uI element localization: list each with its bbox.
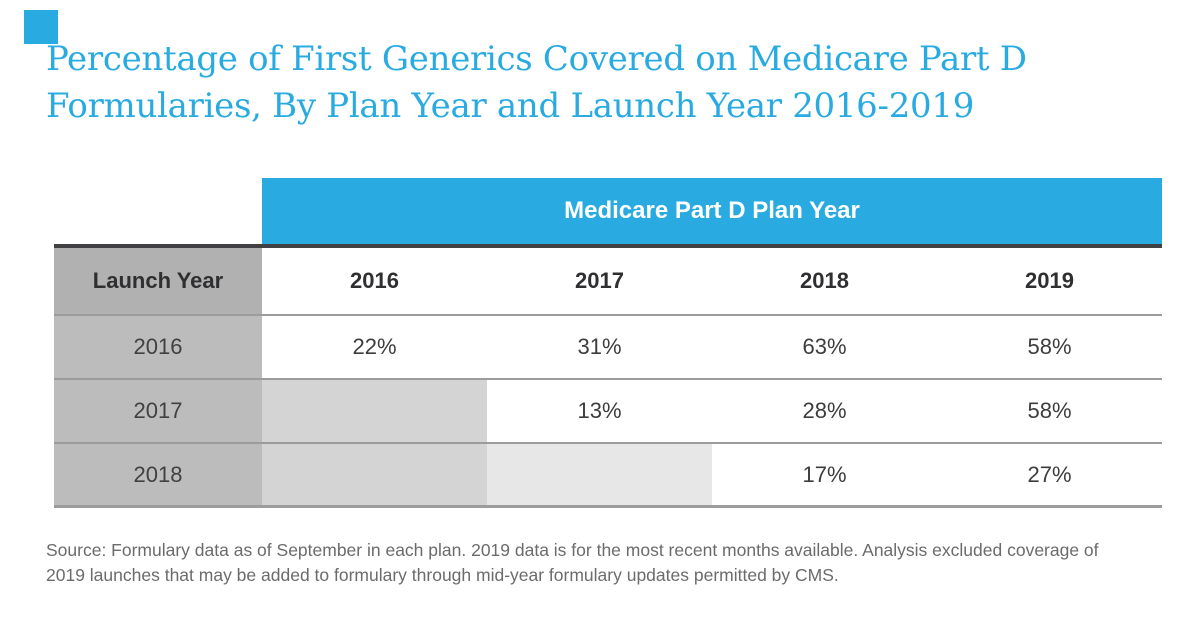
col-header-2017: 2017 [487,248,712,314]
page-title-line-2: Formularies, By Plan Year and Launch Yea… [46,86,975,126]
value-cell-2016-2019: 58% [937,316,1162,378]
plan-year-banner: Medicare Part D Plan Year [262,178,1162,244]
source-note: Source: Formulary data as of September i… [46,538,1099,588]
blocked-cell-2018-2017 [487,444,712,505]
value-cell-2017-2019: 58% [937,380,1162,442]
blocked-cell-2018-2016 [262,444,487,505]
corner-header-launch-year: Launch Year [54,248,262,314]
blocked-cell-2017-2016 [262,380,487,442]
source-note-line-2: 2019 launches that may be added to formu… [46,565,839,585]
table-row-launch-2016: 2016 22% 31% 63% 58% [54,316,1162,380]
value-cell-2016-2017: 31% [487,316,712,378]
table-row-launch-2017: 2017 13% 28% 58% [54,380,1162,444]
value-cell-2018-2018: 17% [712,444,937,505]
table-row-launch-2018: 2018 17% 27% [54,444,1162,508]
page-title: Percentage of First Generics Covered on … [46,36,1027,130]
row-label-2018: 2018 [54,444,262,505]
value-cell-2016-2016: 22% [262,316,487,378]
value-cell-2017-2018: 28% [712,380,937,442]
formulary-coverage-table: Medicare Part D Plan Year Launch Year 20… [54,178,1162,508]
value-cell-2017-2017: 13% [487,380,712,442]
table-header-row: Launch Year 2016 2017 2018 2019 [54,248,1162,316]
source-note-line-1: Source: Formulary data as of September i… [46,540,1099,560]
page-title-line-1: Percentage of First Generics Covered on … [46,39,1027,79]
table-top-rule [54,244,1162,248]
value-cell-2016-2018: 63% [712,316,937,378]
brand-mark-square [24,10,58,44]
row-label-2017: 2017 [54,380,262,442]
col-header-2018: 2018 [712,248,937,314]
plan-year-banner-label: Medicare Part D Plan Year [564,197,860,224]
col-header-2019: 2019 [937,248,1162,314]
value-cell-2018-2019: 27% [937,444,1162,505]
col-header-2016: 2016 [262,248,487,314]
row-label-2016: 2016 [54,316,262,378]
